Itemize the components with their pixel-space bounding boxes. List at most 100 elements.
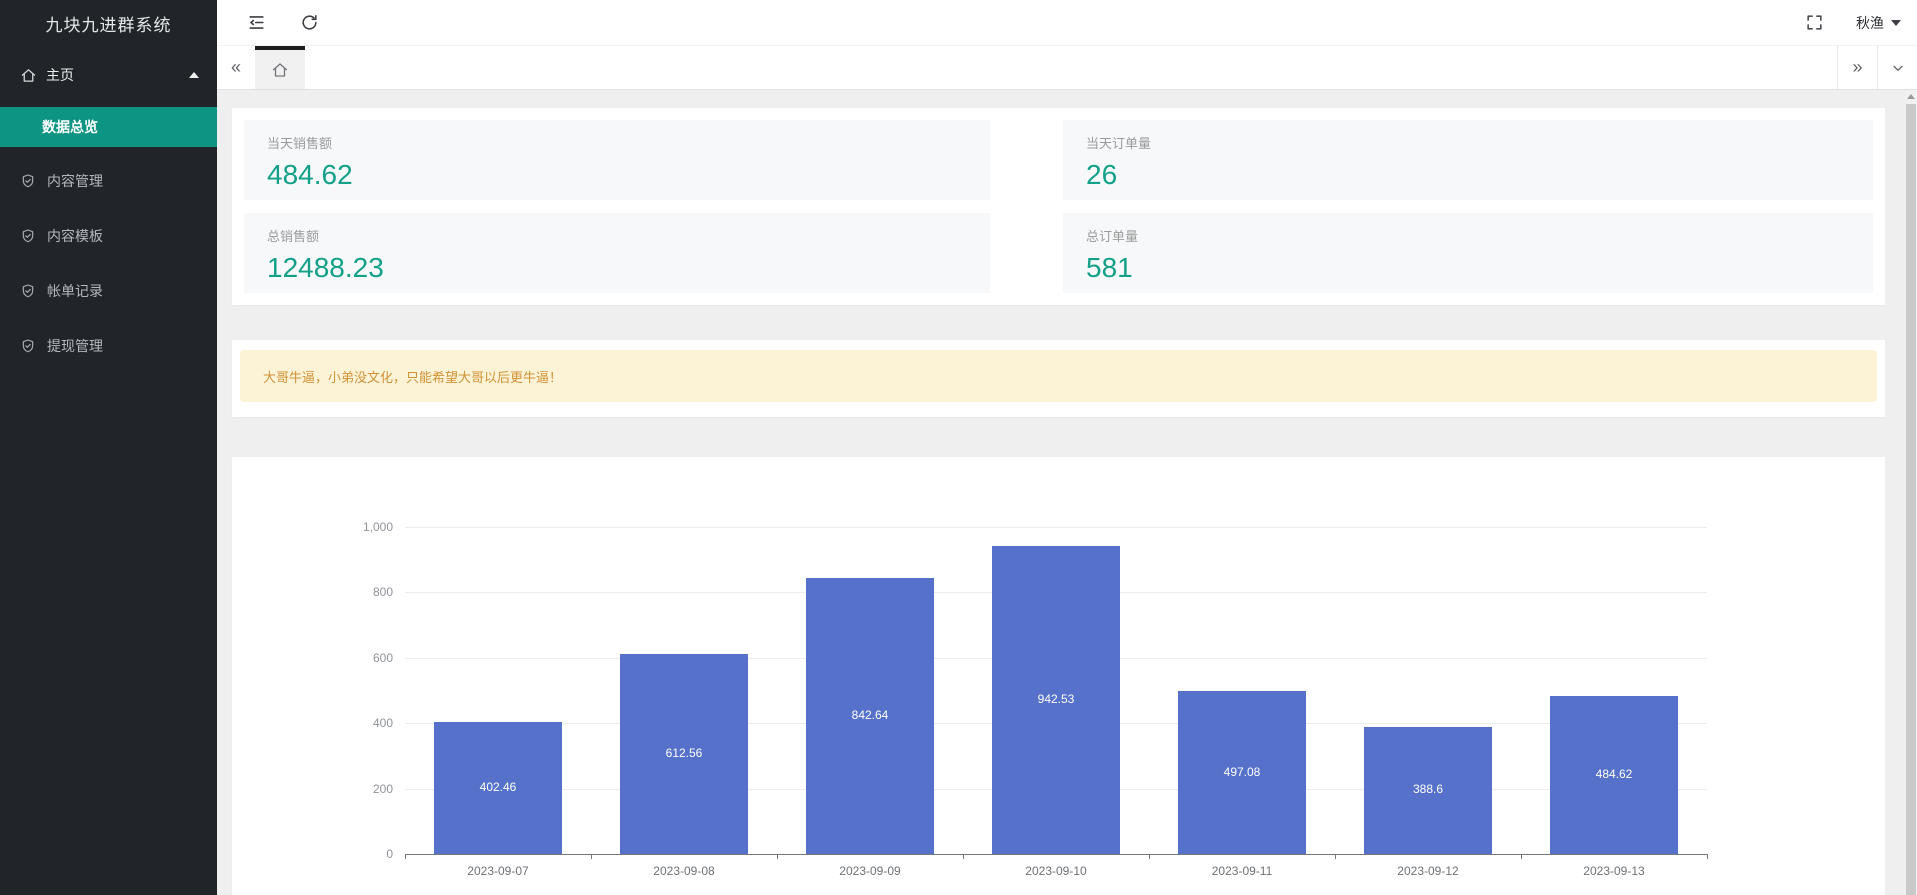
scroll-tabs-left-button[interactable]: « (217, 46, 255, 89)
chevron-down-icon (1892, 65, 1903, 71)
user-name: 秋渔 (1856, 14, 1884, 31)
caret-down-icon (1891, 19, 1901, 26)
chart-bar-value-label: 612.56 (665, 745, 703, 760)
stats-panel: 当天销售额 484.62 当天订单量 26 总销售额 12488.23 总订单量… (232, 108, 1885, 305)
fullscreen-button[interactable] (1805, 13, 1824, 32)
tabbar-spacer (305, 46, 1837, 89)
y-axis-tick-label: 600 (372, 650, 393, 665)
x-axis-tick (1521, 854, 1522, 859)
chart-bar[interactable] (1178, 691, 1306, 854)
chart-bar[interactable] (1550, 695, 1678, 854)
chart-bar-value-label: 402.46 (479, 780, 517, 795)
content-area: 当天销售额 484.62 当天订单量 26 总销售额 12488.23 总订单量… (217, 90, 1917, 895)
scroll-up-arrow-icon (1907, 94, 1915, 99)
scrollbar[interactable] (1905, 90, 1917, 895)
chart-bar-value-label: 497.08 (1223, 764, 1261, 779)
stat-label: 当天销售额 (267, 136, 333, 151)
user-menu[interactable]: 秋渔 (1856, 13, 1905, 33)
stat-value: 26 (1086, 159, 1118, 190)
x-axis-tick (405, 854, 406, 859)
stat-value: 484.62 (267, 159, 353, 190)
chart-panel: 0 200 400 600 800 1,000 402.46 2023-09-07 612.56… (232, 457, 1885, 895)
shield-check-icon (20, 338, 36, 354)
x-axis-tick (1335, 854, 1336, 859)
shield-check-icon (20, 228, 36, 244)
fullscreen-icon (1807, 15, 1822, 30)
sidebar-items: 内容管理 内容模板 帐单记录 提现管理 (0, 153, 217, 373)
main-area: 秋渔 « » 当天销售额 484.62 当天订单量 26 总销售额 1248 (217, 0, 1917, 895)
refresh-button[interactable] (300, 13, 319, 32)
stat-value: 12488.23 (267, 252, 384, 283)
tab-home[interactable] (255, 46, 305, 89)
stat-card-today-sales: 当天销售额 484.62 (244, 120, 990, 200)
sidebar: 九块九进群系统 主页 数据总览 内容管理 内容模板 (0, 0, 217, 895)
x-axis-category-label: 2023-09-12 (1397, 864, 1459, 878)
x-axis-tick (777, 854, 778, 859)
shield-check-icon (20, 283, 36, 299)
x-axis-tick (591, 854, 592, 859)
chart-bar[interactable] (620, 653, 748, 854)
chart-bar-value-label: 484.62 (1595, 766, 1633, 781)
chart-bar-value-label: 842.64 (851, 708, 889, 723)
y-axis-tick-label: 1,000 (362, 520, 393, 534)
notice-banner: 大哥牛逼，小弟没文化，只能希望大哥以后更牛逼！ (240, 350, 1877, 402)
shield-check-icon (20, 173, 36, 189)
stat-card-total-orders: 总订单量 581 (1063, 213, 1873, 293)
sidebar-item-content-management[interactable]: 内容管理 (0, 153, 217, 208)
sidebar-item-home[interactable]: 主页 (0, 47, 217, 103)
topbar: 秋渔 (217, 0, 1917, 46)
sidebar-item-home-label: 主页 (46, 67, 74, 83)
chart-bar-value-label: 388.6 (1412, 782, 1444, 797)
x-axis-tick (1149, 854, 1150, 859)
sidebar-item-label: 提现管理 (47, 337, 103, 354)
notice-panel: 大哥牛逼，小弟没文化，只能希望大哥以后更牛逼！ (232, 340, 1885, 417)
sidebar-item-withdrawal-management[interactable]: 提现管理 (0, 318, 217, 373)
scroll-tabs-right-button[interactable]: » (1837, 46, 1877, 89)
x-axis-category-label: 2023-09-08 (653, 864, 715, 878)
x-axis-tick (1707, 854, 1708, 859)
y-axis-tick-label: 200 (372, 781, 393, 796)
scroll-up-button[interactable] (1905, 90, 1917, 103)
sidebar-item-label: 内容模板 (47, 227, 103, 244)
sidebar-item-label: 内容管理 (47, 172, 103, 189)
x-axis-category-label: 2023-09-07 (467, 864, 529, 878)
chart-bar-value-label: 942.53 (1037, 691, 1075, 706)
y-axis-tick-label: 800 (372, 585, 393, 600)
chart-bar[interactable] (992, 545, 1120, 854)
x-axis-category-label: 2023-09-13 (1583, 864, 1645, 878)
stat-label: 当天订单量 (1086, 136, 1152, 151)
caret-up-icon (189, 72, 199, 78)
refresh-icon (302, 14, 317, 30)
x-axis-line (405, 854, 1707, 855)
stat-label: 总销售额 (267, 229, 320, 244)
fold-icon (249, 16, 264, 29)
sidebar-item-billing-records[interactable]: 帐单记录 (0, 263, 217, 318)
chart-gridline (405, 527, 1707, 528)
chart-bar[interactable] (434, 722, 562, 854)
chart-bar[interactable] (806, 578, 934, 854)
tab-bar: « » (217, 46, 1917, 90)
stat-label: 总订单量 (1086, 229, 1139, 244)
home-icon (20, 67, 37, 84)
sidebar-item-content-template[interactable]: 内容模板 (0, 208, 217, 263)
y-axis-tick-label: 0 (386, 847, 393, 861)
x-axis-tick (963, 854, 964, 859)
home-icon (272, 62, 288, 77)
fold-sidebar-button[interactable] (247, 13, 266, 32)
sidebar-item-label: 帐单记录 (47, 282, 103, 299)
sidebar-menu: 主页 数据总览 内容管理 内容模板 帐单记 (0, 47, 217, 373)
sales-bar-chart: 0 200 400 600 800 1,000 402.46 2023-09-07 612.56… (232, 457, 1885, 895)
y-axis-tick-label: 400 (372, 716, 393, 731)
x-axis-category-label: 2023-09-09 (839, 864, 901, 878)
app-title: 九块九进群系统 (45, 16, 172, 35)
x-axis-category-label: 2023-09-10 (1025, 864, 1087, 878)
notice-text: 大哥牛逼，小弟没文化，只能希望大哥以后更牛逼！ (263, 369, 563, 385)
sidebar-item-data-overview[interactable]: 数据总览 (0, 107, 217, 147)
stat-card-total-sales: 总销售额 12488.23 (244, 213, 990, 293)
x-axis-category-label: 2023-09-11 (1211, 864, 1273, 878)
stat-card-today-orders: 当天订单量 26 (1063, 120, 1873, 200)
tab-actions-button[interactable] (1877, 46, 1917, 89)
sidebar-item-data-overview-label: 数据总览 (42, 119, 98, 135)
chart-bar[interactable] (1364, 726, 1492, 854)
scrollbar-thumb[interactable] (1906, 104, 1916, 895)
